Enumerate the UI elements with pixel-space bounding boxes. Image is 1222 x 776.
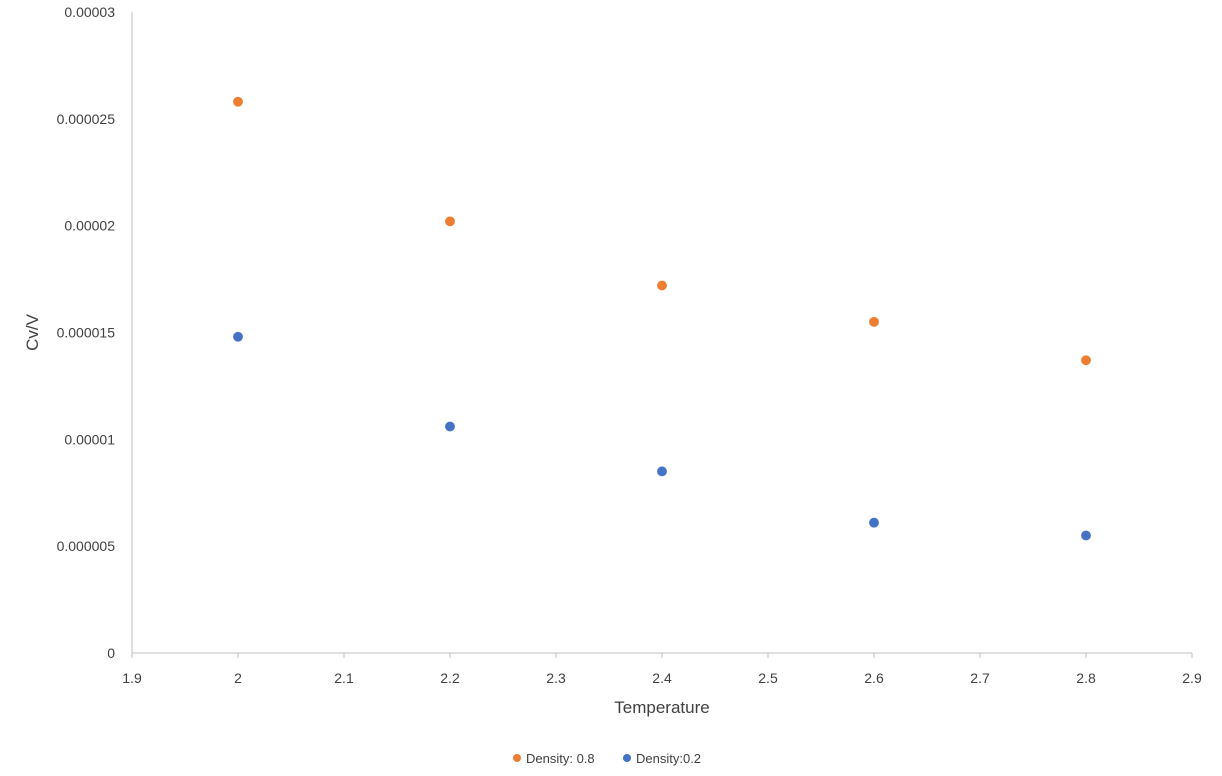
legend-marker [623, 754, 631, 762]
x-tick-label: 2.4 [652, 670, 672, 686]
data-point-series-0-0 [232, 96, 244, 107]
data-point-series-1-4 [1080, 530, 1092, 541]
data-point-series-1-1 [444, 421, 456, 432]
x-tick-label: 2.1 [334, 670, 354, 686]
legend-item: Density:0.2 [623, 751, 701, 766]
legend-item: Density: 0.8 [513, 751, 595, 766]
x-tick-label: 2.8 [1076, 670, 1096, 686]
data-point-series-0-2 [656, 280, 668, 291]
legend-marker [513, 754, 521, 762]
data-point-series-0-3 [868, 316, 880, 328]
x-axis-title: Temperature [614, 698, 709, 717]
y-axis-title: Cv/V [23, 313, 42, 351]
y-tick-label: 0.000005 [57, 538, 116, 554]
data-point-series-1-2 [656, 466, 668, 477]
y-axis: 0 0.000005 0.00001 0.000015 0.00002 0.000025 0… [57, 4, 133, 661]
x-tick-label: 2.7 [970, 670, 990, 686]
y-tick-label: 0 [107, 645, 115, 661]
y-tick-label: 0.00003 [64, 4, 115, 20]
x-tick-label: 2.6 [864, 670, 884, 686]
x-tick-label: 2 [234, 670, 242, 686]
x-tick-label: 2.9 [1182, 670, 1202, 686]
data-point-series-1-3 [868, 517, 880, 528]
x-tick-label: 2.5 [758, 670, 778, 686]
x-axis: 1.9 2 2.1 2.2 2.3 2.4 2.5 2.6 2.7 2.8 2.9 [122, 652, 1202, 686]
data-point-series-0-1 [444, 216, 456, 227]
data-point-series-0-4 [1080, 355, 1092, 366]
y-tick-label: 0.00001 [64, 431, 115, 447]
data-point-series-1-0 [232, 331, 244, 343]
y-tick-label: 0.000025 [57, 111, 116, 127]
legend-label: Density: 0.8 [526, 751, 595, 766]
x-tick-label: 1.9 [122, 670, 142, 686]
legend: Density: 0.8 Density:0.2 [513, 751, 701, 766]
x-tick-label: 2.3 [546, 670, 566, 686]
data-points [232, 96, 1092, 541]
x-tick-label: 2.2 [440, 670, 460, 686]
y-tick-label: 0.000015 [57, 325, 116, 341]
y-tick-label: 0.00002 [64, 218, 115, 234]
legend-label: Density:0.2 [636, 751, 701, 766]
